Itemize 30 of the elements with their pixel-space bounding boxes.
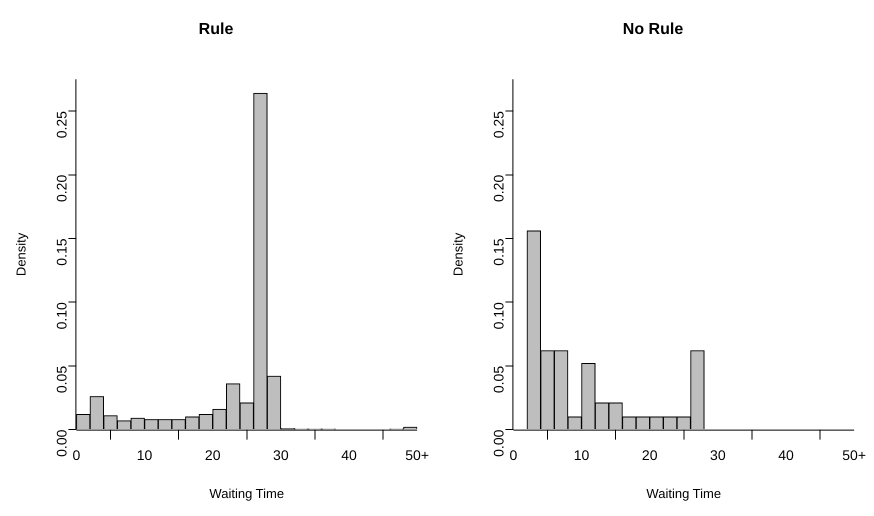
- y-tick-label: 0.10: [490, 302, 506, 330]
- x-tick-label: 20: [204, 446, 221, 463]
- x-tick-label: 0: [510, 446, 518, 463]
- x-axis-title: Waiting Time: [646, 486, 722, 501]
- y-tick-label: 0.20: [490, 174, 506, 202]
- x-axis-title: Waiting Time: [209, 486, 284, 501]
- y-axis-title: Density: [13, 232, 28, 276]
- x-tick-label: 50+: [842, 446, 866, 463]
- y-tick-label: 0.25: [53, 110, 70, 138]
- y-tick-label: 0.00: [490, 429, 506, 457]
- x-tick-label: 20: [642, 446, 658, 463]
- y-tick-label: 0.00: [53, 429, 70, 457]
- y-tick-label: 0.10: [53, 302, 70, 330]
- chart-title: Rule: [198, 21, 234, 38]
- y-tick-label: 0.15: [490, 238, 506, 266]
- y-tick-label: 0.25: [490, 110, 506, 138]
- y-tick-label: 0.05: [53, 366, 70, 394]
- y-tick-label: 0.20: [53, 174, 70, 202]
- x-tick-label: 30: [273, 446, 289, 463]
- y-tick-label: 0.05: [490, 366, 506, 394]
- y-tick-label: 0.15: [53, 238, 70, 266]
- chart-title: No Rule: [622, 21, 684, 38]
- x-tick-label: 30: [710, 446, 726, 463]
- x-tick-label: 0: [72, 446, 80, 463]
- x-tick-label: 10: [574, 446, 590, 463]
- x-tick-label: 50+: [405, 446, 429, 463]
- x-tick-label: 40: [778, 446, 794, 463]
- x-tick-label: 10: [136, 446, 153, 463]
- y-axis-title: Density: [450, 232, 466, 276]
- x-tick-label: 40: [341, 446, 357, 463]
